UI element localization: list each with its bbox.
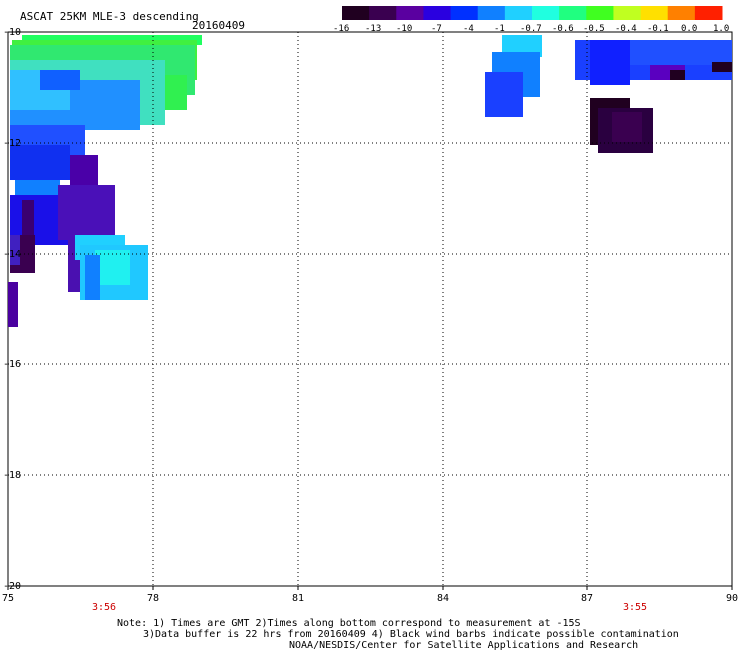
colorbar (342, 6, 723, 20)
swath-cell (612, 112, 642, 142)
colorbar-swatch (369, 6, 397, 20)
colorbar-label: -13 (365, 24, 382, 34)
colorbar-swatch (586, 6, 614, 20)
colorbar-label: -1 (494, 24, 505, 34)
colorbar-label: 1.0 (713, 24, 730, 34)
x-label: 81 (292, 593, 305, 604)
colorbar-swatch (640, 6, 669, 20)
swath-cell (58, 185, 115, 240)
y-label: -12 (3, 138, 22, 149)
colorbar-swatch (613, 6, 642, 20)
note-line: Note: 1) Times are GMT 2)Times along bot… (117, 618, 581, 629)
swath-cell (40, 70, 80, 90)
colorbar-label: -0.4 (615, 24, 637, 34)
colorbar-label: -16 (333, 24, 350, 34)
colorbar-label: -0.5 (583, 24, 605, 34)
colorbar-label: -0.6 (552, 24, 574, 34)
swath-cell (8, 282, 18, 327)
note-line: 3)Data buffer is 22 hrs from 20160409 4)… (143, 629, 679, 640)
map-date: 20160409 (192, 19, 245, 32)
swath-cell (712, 62, 732, 72)
swath-cell (610, 40, 732, 65)
colorbar-label: -7 (431, 24, 442, 34)
colorbar-swatch (396, 6, 424, 20)
colorbar-label: -10 (396, 24, 413, 34)
wind-swaths (8, 35, 732, 327)
swath-cell (502, 35, 542, 57)
swath-cell (22, 200, 34, 245)
y-label: -20 (3, 581, 22, 592)
swath-cell (95, 250, 130, 285)
y-label: -18 (3, 470, 22, 481)
x-label: 78 (147, 593, 160, 604)
colorbar-swatch (504, 6, 533, 20)
axis-ticks (7, 586, 733, 590)
x-label: 87 (581, 593, 594, 604)
swath-cell (85, 255, 100, 300)
colorbar-swatch (532, 6, 560, 20)
colorbar-swatch (450, 6, 479, 20)
pass-time: 3:56 (92, 602, 117, 613)
pass-time: 3:55 (623, 602, 648, 613)
colorbar-label: -4 (463, 24, 474, 34)
colorbar-swatch (423, 6, 452, 20)
y-label: -10 (3, 27, 22, 38)
swath-cell (670, 70, 685, 80)
colorbar-swatch (342, 6, 370, 20)
colorbar-label: -0.7 (520, 24, 542, 34)
x-label: 90 (726, 593, 739, 604)
x-label: 75 (2, 593, 15, 604)
swath-cell (10, 235, 20, 265)
note-line: NOAA/NESDIS/Center for Satellite Applica… (289, 640, 639, 651)
colorbar-label: 0.0 (681, 24, 698, 34)
swath-cell (70, 155, 98, 185)
colorbar-swatch (667, 6, 696, 20)
x-label: 84 (437, 593, 450, 604)
swath-cell (590, 40, 630, 85)
colorbar-swatch (694, 6, 723, 20)
y-label: -16 (3, 359, 22, 370)
swath-cell (485, 72, 523, 117)
map-title: ASCAT 25KM MLE-3 descending (20, 10, 199, 23)
lat-lon-grid (8, 32, 732, 586)
swath-cell (10, 145, 70, 180)
colorbar-label: -0.1 (647, 24, 669, 34)
y-label: -14 (3, 249, 22, 260)
colorbar-swatch (559, 6, 587, 20)
colorbar-swatch (477, 6, 506, 20)
